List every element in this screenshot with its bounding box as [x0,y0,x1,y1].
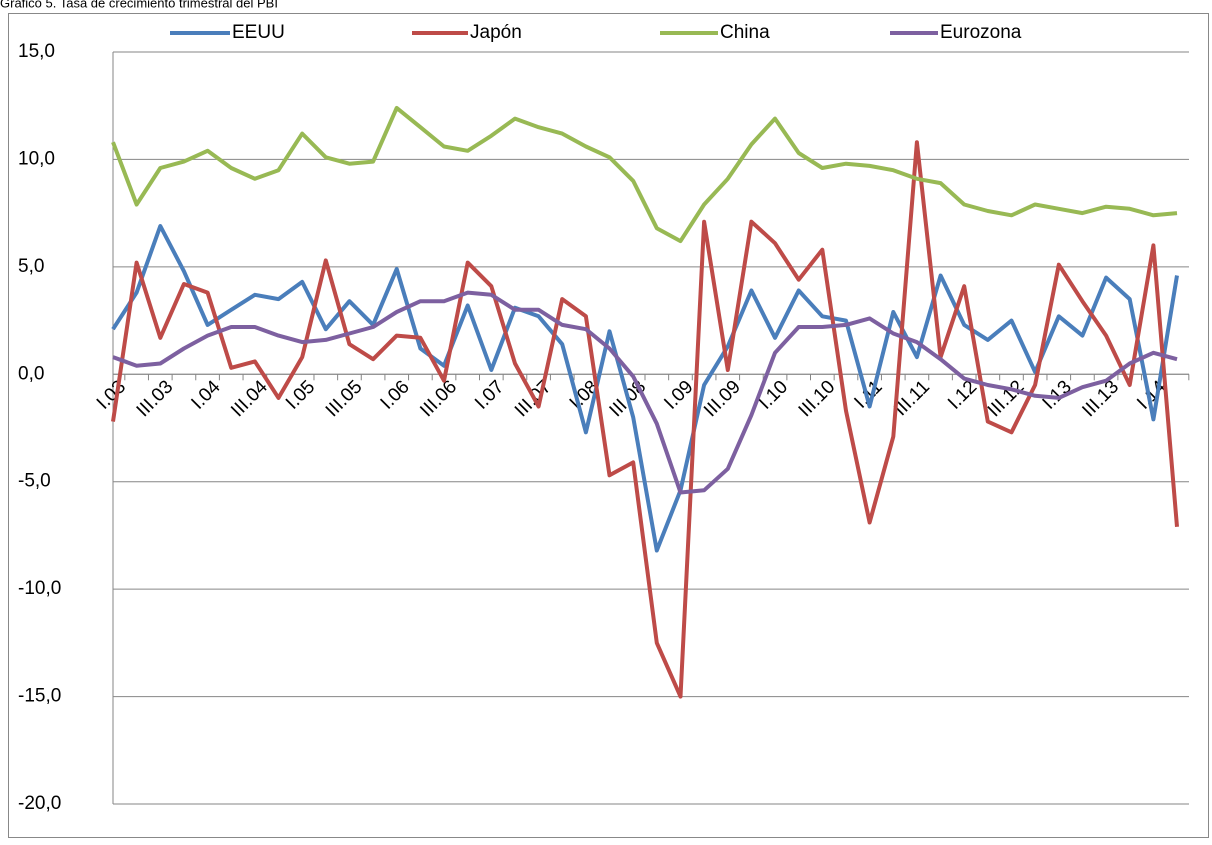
y-tick-label: -5,0 [18,471,51,492]
chart-border [8,13,1209,838]
y-tick-label: -15,0 [18,686,61,707]
legend-label: EEUU [232,22,285,43]
legend-label: Japón [470,22,522,43]
y-tick-label: -10,0 [18,578,61,599]
series-line [111,140,1179,699]
y-tick-label: 5,0 [18,256,44,277]
series-line [111,105,1178,244]
y-tick-label: -20,0 [18,793,61,814]
y-tick-label: 15,0 [18,41,55,62]
chart-title: Gráfico 5. Tasa de crecimiento trimestra… [0,0,278,10]
series-line [112,290,1178,495]
legend-label: Eurozona [940,22,1022,43]
legend-label: China [720,22,770,43]
series-line [111,224,1179,553]
y-tick-label: 0,0 [18,363,44,384]
y-tick-label: 10,0 [18,148,55,169]
